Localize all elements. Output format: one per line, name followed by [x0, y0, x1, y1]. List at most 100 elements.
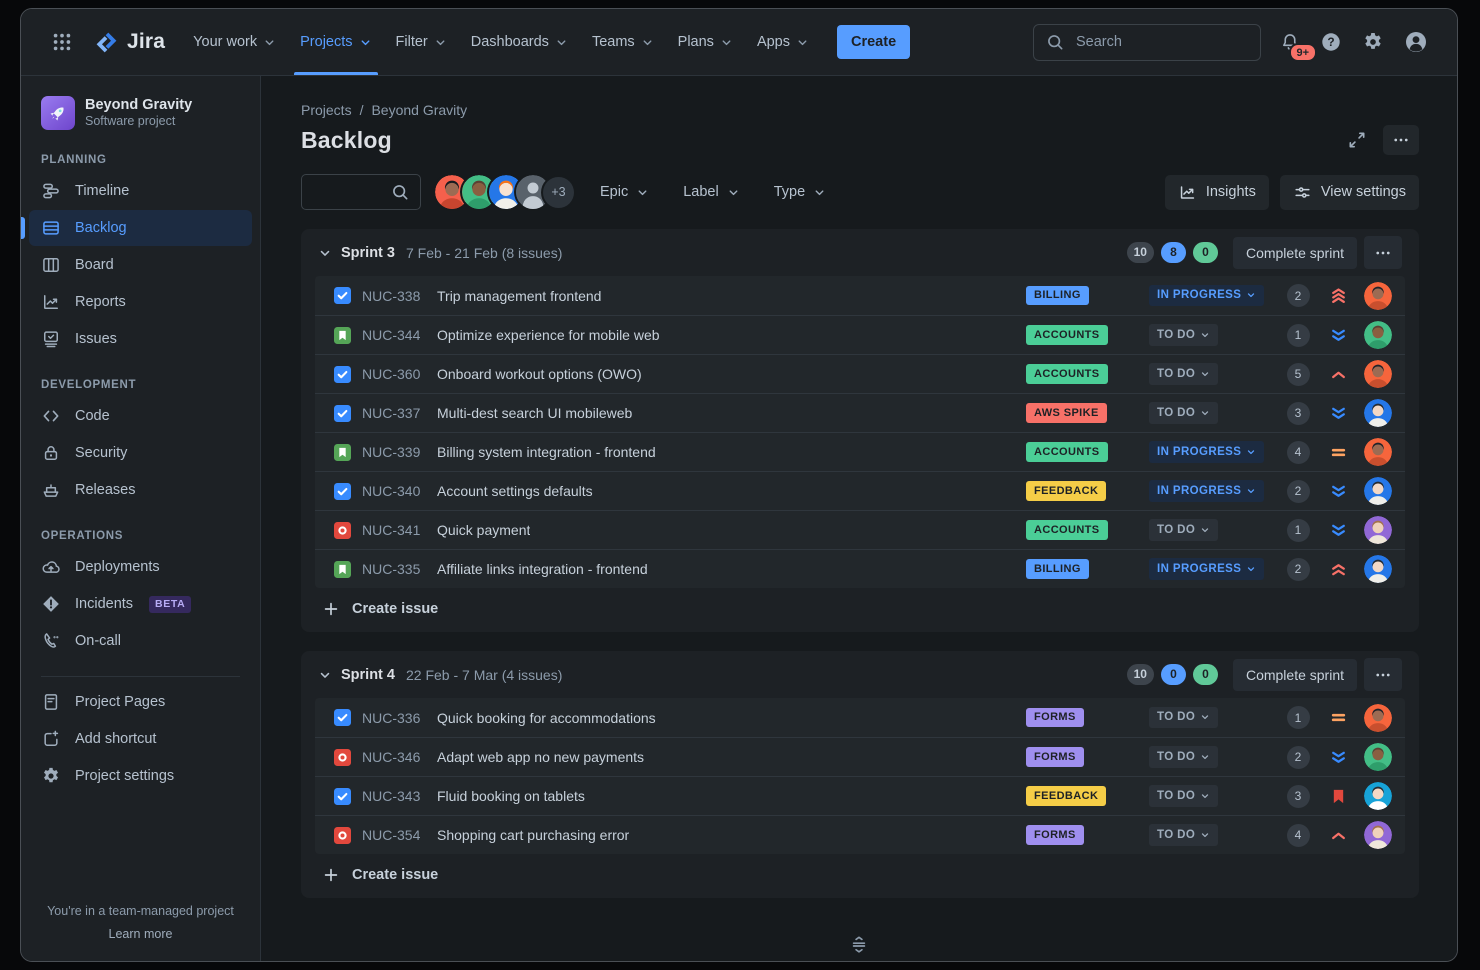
profile-avatar-icon[interactable] [1397, 30, 1435, 54]
assignee-avatar[interactable] [1364, 743, 1392, 771]
story-points-badge: 5 [1286, 362, 1310, 386]
issue-row[interactable]: NUC-337 Multi-dest search UI mobileweb A… [315, 393, 1405, 432]
issue-status-dropdown[interactable]: TO DO [1149, 706, 1219, 729]
assignee-avatar[interactable] [1364, 782, 1392, 810]
nav-item-apps[interactable]: Apps [745, 9, 821, 75]
sidebar-item-security[interactable]: Security [29, 435, 252, 471]
issue-status-dropdown[interactable]: IN PROGRESS [1149, 441, 1265, 463]
page-more-menu-icon[interactable] [1383, 125, 1419, 155]
settings-gear-icon[interactable] [1355, 31, 1391, 53]
nav-item-plans[interactable]: Plans [666, 9, 745, 75]
sidebar-item-on-call[interactable]: On-call [29, 623, 252, 659]
issue-row[interactable]: NUC-346 Adapt web app no new payments FO… [315, 737, 1405, 776]
issue-row[interactable]: NUC-344 Optimize experience for mobile w… [315, 315, 1405, 354]
breadcrumb-project-name[interactable]: Beyond Gravity [371, 102, 468, 118]
complete-sprint-button[interactable]: Complete sprint [1232, 236, 1357, 269]
issue-row[interactable]: NUC-336 Quick booking for accommodations… [315, 698, 1405, 737]
sidebar-item-releases[interactable]: Releases [29, 472, 252, 508]
issue-row[interactable]: NUC-341 Quick payment ACCOUNTS TO DO 1 [315, 510, 1405, 549]
sprint-more-menu-icon[interactable] [1364, 658, 1402, 691]
assignee-avatar-red[interactable] [435, 175, 469, 209]
sidebar-item-reports[interactable]: Reports [29, 284, 252, 320]
breadcrumb-projects[interactable]: Projects [301, 102, 352, 118]
issue-status-dropdown[interactable]: TO DO [1149, 402, 1219, 424]
collapse-chevron-icon[interactable] [318, 246, 332, 260]
nav-item-filter[interactable]: Filter [384, 9, 459, 75]
nav-item-teams[interactable]: Teams [580, 9, 666, 75]
assignee-avatar-gray[interactable] [516, 175, 550, 209]
app-switcher-icon[interactable] [43, 9, 81, 75]
issue-row[interactable]: NUC-338 Trip management frontend BILLING… [315, 276, 1405, 315]
sprint-name[interactable]: Sprint 3 [341, 244, 395, 261]
story-points-badge: 1 [1286, 323, 1310, 347]
assignee-avatar[interactable] [1364, 321, 1392, 349]
assignee-avatar[interactable] [1364, 555, 1392, 583]
avatar-overflow-count[interactable]: +3 [543, 176, 574, 208]
issue-status-dropdown[interactable]: IN PROGRESS [1149, 284, 1265, 307]
issue-status-dropdown[interactable]: TO DO [1149, 746, 1219, 768]
sidebar-item-backlog[interactable]: Backlog [21, 210, 252, 246]
global-search[interactable] [1033, 23, 1261, 61]
collapse-chevron-icon[interactable] [318, 668, 332, 682]
sidebar-item-board[interactable]: Board [29, 247, 252, 283]
issue-row[interactable]: NUC-340 Account settings defaults FEEDBA… [315, 471, 1405, 510]
fullscreen-expand-icon[interactable] [1339, 130, 1375, 150]
create-issue-button[interactable]: Create issue [315, 854, 444, 890]
nav-item-dashboards[interactable]: Dashboards [459, 9, 580, 75]
issue-row[interactable]: NUC-360 Onboard workout options (OWO) AC… [315, 354, 1405, 393]
issue-status-dropdown[interactable]: TO DO [1149, 785, 1219, 807]
nav-item-projects[interactable]: Projects [288, 9, 383, 75]
issue-row[interactable]: NUC-339 Billing system integration - fro… [315, 432, 1405, 471]
sidebar-item-issues[interactable]: Issues [29, 321, 252, 357]
issue-status-dropdown[interactable]: TO DO [1149, 519, 1219, 541]
issue-status-dropdown[interactable]: IN PROGRESS [1149, 558, 1265, 580]
issue-status-dropdown[interactable]: TO DO [1149, 324, 1219, 346]
issue-status-dropdown[interactable]: TO DO [1149, 363, 1219, 385]
filter-dropdown-label[interactable]: Label [683, 184, 739, 200]
complete-sprint-button[interactable]: Complete sprint [1232, 658, 1357, 691]
sprint-name[interactable]: Sprint 4 [341, 666, 395, 683]
sidebar-item-code[interactable]: Code [29, 398, 252, 434]
sidebar-item-deployments[interactable]: Deployments [29, 549, 252, 585]
assignee-avatar[interactable] [1364, 703, 1392, 732]
assignee-avatar[interactable] [1364, 821, 1392, 849]
assignee-avatar-green[interactable] [462, 175, 496, 209]
create-button[interactable]: Create [837, 25, 911, 59]
learn-more-link[interactable]: Learn more [108, 927, 173, 941]
assignee-avatar[interactable] [1364, 399, 1392, 427]
assignee-avatar[interactable] [1364, 516, 1392, 544]
issue-row[interactable]: NUC-343 Fluid booking on tablets FEEDBAC… [315, 776, 1405, 815]
assignee-avatar[interactable] [1364, 360, 1392, 388]
filter-dropdown-epic[interactable]: Epic [600, 184, 649, 200]
assignee-avatar[interactable] [1364, 477, 1392, 505]
assignee-avatar-blue-orange[interactable] [489, 175, 523, 209]
issue-status-dropdown[interactable]: TO DO [1149, 824, 1219, 846]
sidebar-item-project-pages[interactable]: Project Pages [29, 684, 252, 720]
sidebar-item-incidents[interactable]: Incidents BETA [29, 586, 252, 622]
global-search-input[interactable] [1074, 33, 1249, 51]
assignee-avatar[interactable] [1364, 438, 1392, 466]
view-settings-button[interactable]: View settings [1279, 174, 1419, 210]
sidebar-item-timeline[interactable]: Timeline [29, 173, 252, 209]
issue-row[interactable]: NUC-354 Shopping cart purchasing error F… [315, 815, 1405, 854]
create-issue-button[interactable]: Create issue [315, 588, 444, 624]
sprint-more-menu-icon[interactable] [1364, 236, 1402, 269]
chevron-down-icon [1200, 752, 1210, 762]
jira-logo[interactable]: Jira [83, 9, 179, 75]
issue-key: NUC-339 [362, 444, 421, 460]
issue-summary: Quick booking for accommodations [437, 709, 656, 726]
help-icon[interactable]: ? [1313, 31, 1349, 53]
issue-row[interactable]: NUC-335 Affiliate links integration - fr… [315, 549, 1405, 588]
project-switcher[interactable]: Beyond Gravity Software project [29, 94, 252, 132]
notifications-bell-icon[interactable]: 9+ [1273, 32, 1317, 63]
assignee-avatar[interactable] [1364, 281, 1392, 310]
priority-medium-icon [1325, 444, 1351, 461]
insights-button[interactable]: Insights [1164, 174, 1269, 210]
backlog-search-input[interactable] [301, 174, 421, 210]
sidebar-item-project-settings[interactable]: Project settings [29, 758, 252, 794]
nav-item-your-work[interactable]: Your work [181, 9, 288, 75]
issue-status-dropdown[interactable]: IN PROGRESS [1149, 480, 1265, 502]
filter-dropdown-type[interactable]: Type [774, 184, 826, 200]
resize-drag-handle-icon[interactable] [849, 935, 869, 955]
sidebar-item-add-shortcut[interactable]: Add shortcut [29, 721, 252, 757]
